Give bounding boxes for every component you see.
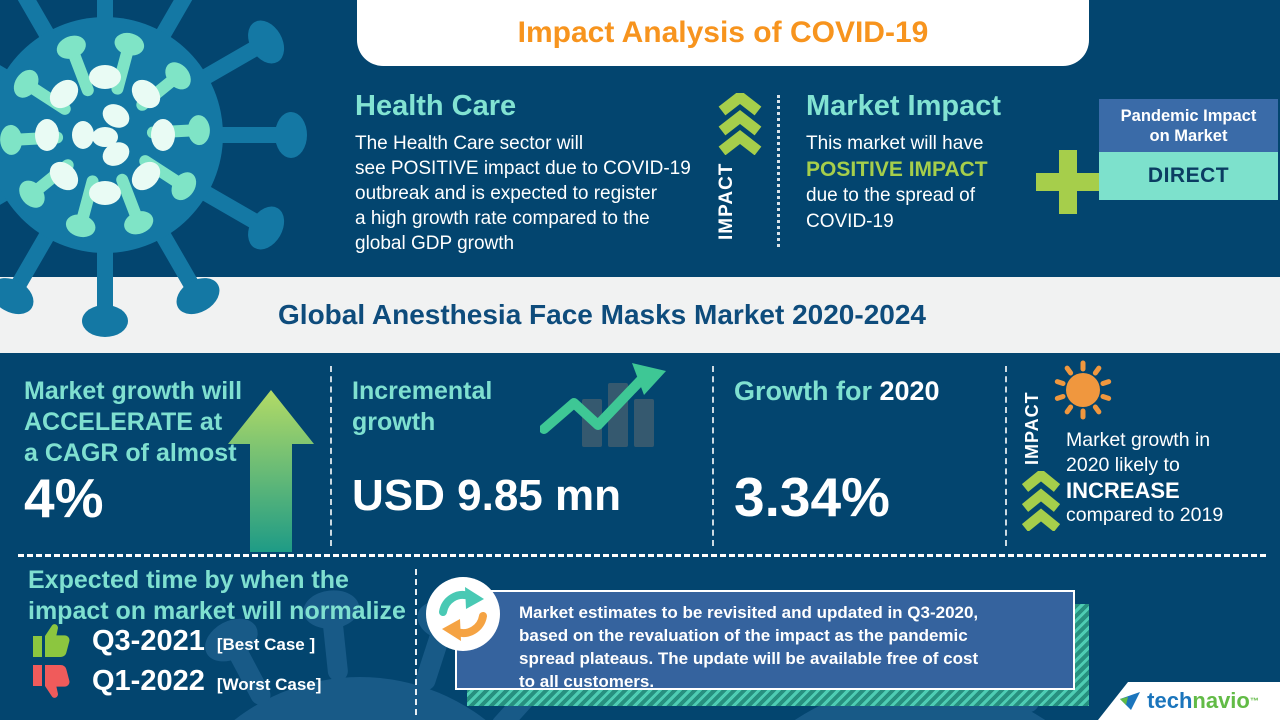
- note-box: Market estimates to be revisited and upd…: [455, 590, 1075, 691]
- worst-case-label: [Worst Case]: [216, 675, 322, 694]
- stats-divider-3: [1005, 366, 1007, 546]
- technavio-logo-navio: navio: [1192, 688, 1250, 713]
- outlook-line2: compared to 2019: [1066, 504, 1224, 526]
- growth2020-label: Growth for 2020: [734, 376, 940, 407]
- incremental-label: Incremental growth: [352, 377, 493, 436]
- up-arrow-icon: [228, 390, 314, 552]
- pandemic-impact-box-value: DIRECT: [1099, 152, 1278, 200]
- top-section: Impact Analysis of COVID-19 Health Care …: [0, 0, 1280, 337]
- technavio-logo-icon: [1120, 692, 1141, 710]
- outlook-highlight: INCREASE: [1066, 478, 1180, 503]
- best-case-row: Q3-2021 [Best Case ]: [30, 623, 315, 659]
- growth2020-label-year: 2020: [879, 376, 940, 406]
- technavio-trademark: ™: [1249, 696, 1259, 706]
- header-title: Impact Analysis of COVID-19: [517, 16, 929, 49]
- growth2020-label-accent: Growth for: [734, 376, 880, 406]
- market-impact-highlight: POSITIVE IMPACT: [806, 158, 988, 181]
- market-impact-title: Market Impact: [806, 90, 1002, 122]
- growth-chart-icon: [540, 363, 666, 447]
- cagr-label: Market growth will ACCELERATE at a CAGR …: [24, 377, 243, 467]
- impact-vertical-label: IMPACT: [716, 162, 737, 240]
- market-impact-line1: This market will have: [806, 133, 984, 154]
- market-impact-line2: due to the spread of COVID-19: [806, 185, 976, 232]
- best-case-value: Q3-2021: [92, 624, 205, 657]
- growth2020-value: 3.34%: [734, 466, 890, 528]
- normalize-heading: Expected time by when the impact on mark…: [28, 566, 406, 625]
- outlook-line1: Market growth in 2020 likely to: [1066, 429, 1211, 476]
- cagr-value: 4%: [24, 467, 104, 529]
- plus-icon: [1036, 150, 1100, 214]
- note-text: Market estimates to be revisited and upd…: [519, 603, 979, 691]
- stats-band: Market growth will ACCELERATE at a CAGR …: [0, 353, 1280, 555]
- technavio-banner: tech navio ™: [1098, 682, 1280, 720]
- market-title: Global Anesthesia Face Masks Market 2020…: [278, 299, 926, 330]
- thumbs-up-icon: [33, 624, 70, 657]
- healthcare-title: Health Care: [355, 90, 517, 122]
- stats-divider-1: [330, 366, 332, 546]
- healthcare-body: The Health Care sector will see POSITIVE…: [355, 133, 691, 254]
- worst-case-value: Q1-2022: [92, 664, 205, 697]
- virus-orange-icon: [1054, 360, 1112, 420]
- thumbs-down-icon: [33, 665, 70, 698]
- impact-chevrons-up-icon: [718, 93, 762, 155]
- outlook-text: Market growth in 2020 likely to INCREASE…: [1066, 428, 1223, 528]
- dashed-horizontal-separator: [18, 554, 1266, 557]
- incremental-value: USD 9.85 mn: [352, 471, 621, 520]
- market-impact-block: Market Impact This market will have POSI…: [806, 90, 1001, 235]
- dotted-vertical-separator: [777, 95, 780, 247]
- refresh-icon: [426, 577, 500, 651]
- pandemic-impact-box: Pandemic Impact on Market DIRECT: [1099, 99, 1278, 200]
- header-banner: Impact Analysis of COVID-19: [357, 0, 1089, 66]
- coronavirus-illustration: [0, 0, 307, 337]
- pandemic-impact-box-title: Pandemic Impact on Market: [1099, 99, 1278, 152]
- worst-case-row: Q1-2022 [Worst Case]: [30, 663, 321, 699]
- bottom-section: Expected time by when the impact on mark…: [0, 557, 1280, 720]
- dashed-vertical-separator: [415, 569, 417, 715]
- best-case-label: [Best Case ]: [216, 635, 316, 654]
- technavio-logo-tech: tech: [1147, 688, 1193, 713]
- outlook-impact-vertical-label: IMPACT: [1022, 391, 1042, 465]
- healthcare-block: Health Care The Health Care sector will …: [355, 90, 691, 256]
- stats-divider-2: [712, 366, 714, 546]
- outlook-chevrons-up-icon: [1022, 471, 1060, 531]
